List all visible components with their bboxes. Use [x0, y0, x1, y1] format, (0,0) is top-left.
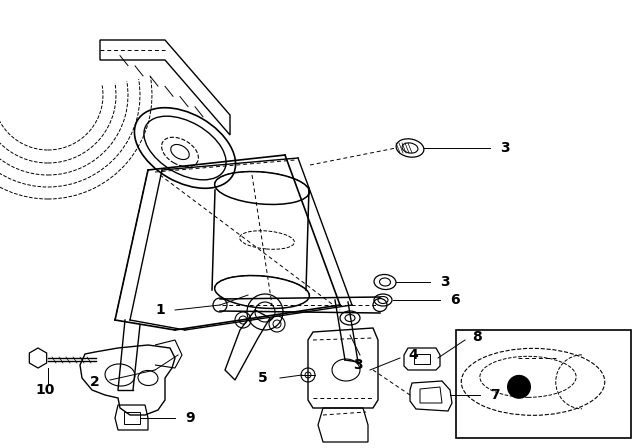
Text: 2: 2 — [90, 375, 100, 389]
Text: 6: 6 — [450, 293, 460, 307]
Text: 8: 8 — [472, 330, 482, 344]
Circle shape — [507, 375, 531, 399]
Text: 3: 3 — [500, 141, 509, 155]
Text: 4: 4 — [408, 348, 418, 362]
Text: 3: 3 — [353, 358, 363, 372]
Text: 9: 9 — [185, 411, 195, 425]
Text: 5: 5 — [259, 371, 268, 385]
Text: 1: 1 — [156, 303, 165, 317]
Text: 3: 3 — [440, 275, 450, 289]
Text: 7: 7 — [490, 388, 500, 402]
Text: 10: 10 — [35, 383, 54, 397]
Bar — [456, 330, 631, 438]
